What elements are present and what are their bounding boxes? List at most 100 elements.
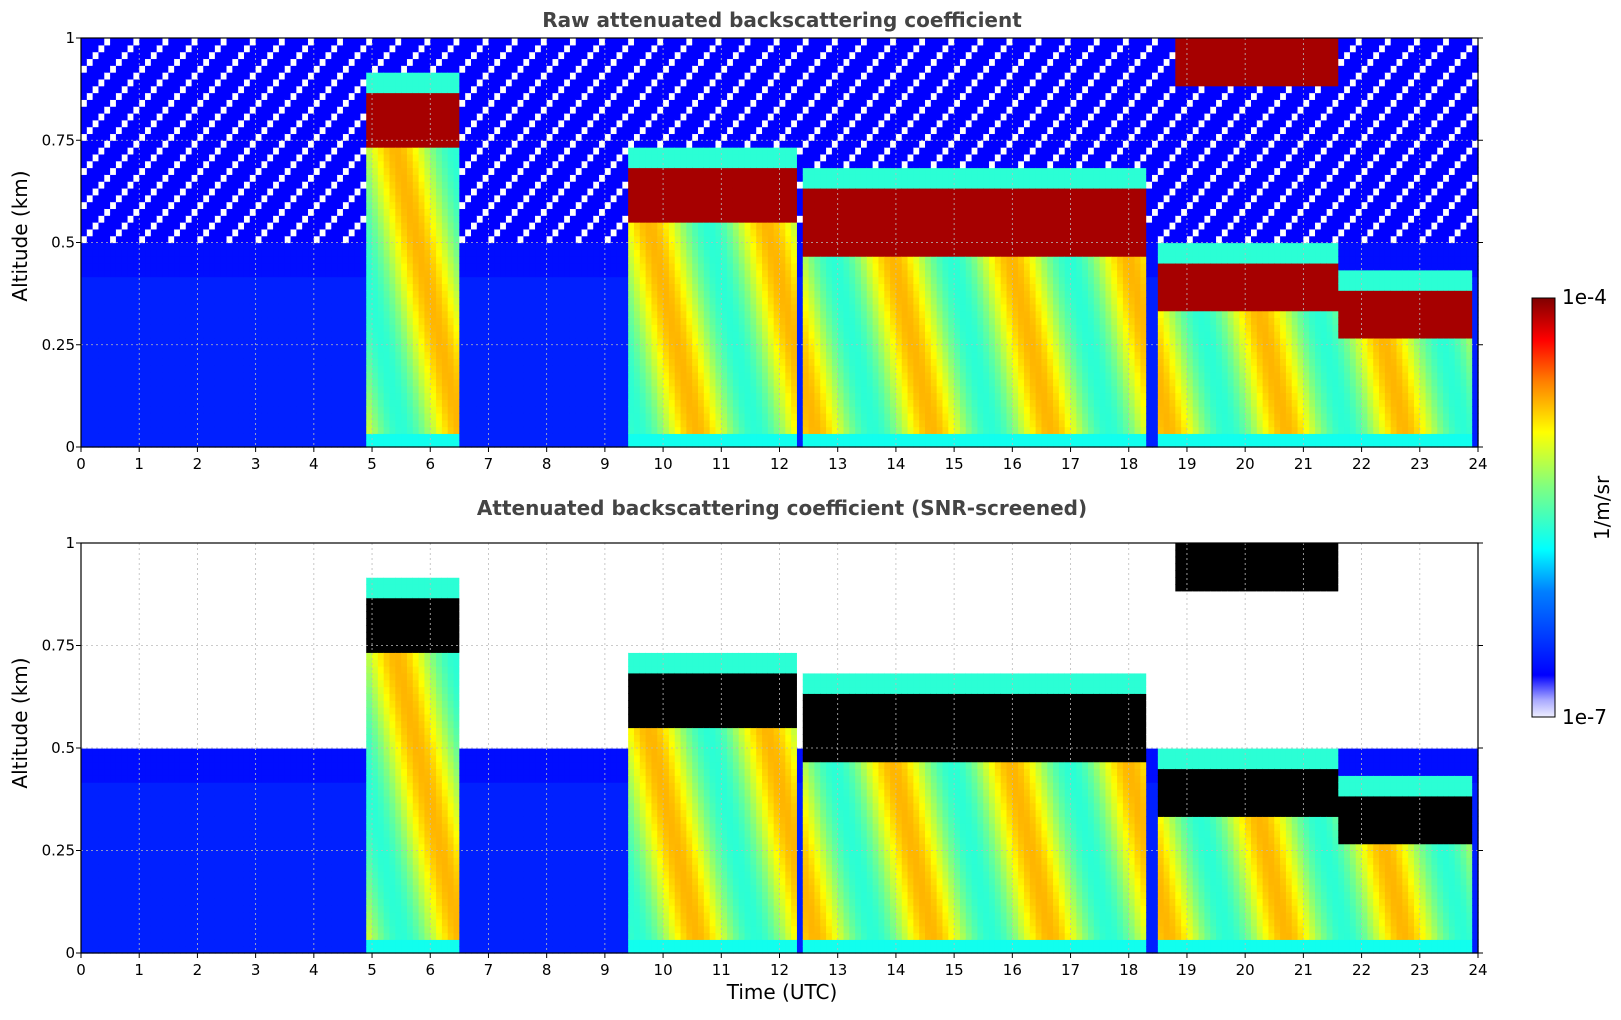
heatmap-cell bbox=[442, 433, 448, 440]
heatmap-cell bbox=[81, 352, 87, 359]
heatmap-cell bbox=[337, 297, 343, 304]
heatmap-cell bbox=[244, 372, 250, 379]
heatmap-cell bbox=[494, 331, 500, 338]
heatmap-cell bbox=[442, 147, 448, 154]
heatmap-cell bbox=[390, 140, 396, 147]
heatmap-cell bbox=[325, 38, 331, 45]
heatmap-cell bbox=[454, 154, 460, 161]
heatmap-cell bbox=[355, 120, 361, 127]
heatmap-cell bbox=[506, 38, 512, 45]
heatmap-cell bbox=[122, 113, 128, 120]
heatmap-cell bbox=[506, 154, 512, 161]
heatmap-cell bbox=[174, 406, 180, 413]
heatmap-cell bbox=[197, 372, 203, 379]
heatmap-cell bbox=[93, 297, 99, 304]
heatmap-cell bbox=[512, 127, 518, 134]
heatmap-cell bbox=[407, 392, 413, 399]
heatmap-cell bbox=[139, 379, 145, 386]
heatmap-cell bbox=[471, 331, 477, 338]
heatmap-cell bbox=[506, 243, 512, 250]
heatmap-cell bbox=[227, 338, 233, 345]
heatmap-cell bbox=[355, 392, 361, 399]
heatmap-cell bbox=[488, 229, 494, 236]
heatmap-cell bbox=[215, 304, 221, 311]
heatmap-cell bbox=[98, 45, 104, 52]
heatmap-cell bbox=[488, 317, 494, 324]
heatmap-cell bbox=[331, 229, 337, 236]
heatmap-cell bbox=[320, 365, 326, 372]
heatmap-cell bbox=[151, 352, 157, 359]
heatmap-cell bbox=[454, 427, 460, 434]
heatmap-cell bbox=[459, 427, 465, 434]
heatmap-cell bbox=[244, 222, 250, 229]
heatmap-cell bbox=[436, 399, 442, 406]
heatmap-cell bbox=[157, 188, 163, 195]
heatmap-cell bbox=[349, 352, 355, 359]
heatmap-cell bbox=[267, 277, 273, 284]
heatmap-cell bbox=[459, 229, 465, 236]
heatmap-cell bbox=[500, 372, 506, 379]
heatmap-cell bbox=[232, 283, 238, 290]
heatmap-cell bbox=[430, 208, 436, 215]
heatmap-cell bbox=[459, 392, 465, 399]
heatmap-cell bbox=[378, 222, 384, 229]
heatmap-cell bbox=[261, 283, 267, 290]
heatmap-cell bbox=[471, 72, 477, 79]
heatmap-cell bbox=[355, 38, 361, 45]
heatmap-cell bbox=[454, 392, 460, 399]
heatmap-cell bbox=[81, 79, 87, 86]
heatmap-cell bbox=[378, 338, 384, 345]
heatmap-cell bbox=[378, 38, 384, 45]
heatmap-cell bbox=[227, 345, 233, 352]
heatmap-cell bbox=[494, 99, 500, 106]
heatmap-cell bbox=[448, 243, 454, 250]
heatmap-cell bbox=[506, 358, 512, 365]
heatmap-cell bbox=[227, 433, 233, 440]
heatmap-cell bbox=[215, 317, 221, 324]
heatmap-cell bbox=[430, 399, 436, 406]
heatmap-cell bbox=[343, 147, 349, 154]
heatmap-cell bbox=[93, 263, 99, 270]
heatmap-cell bbox=[459, 372, 465, 379]
heatmap-cell bbox=[390, 174, 396, 181]
heatmap-cell bbox=[232, 188, 238, 195]
heatmap-cell bbox=[174, 222, 180, 229]
heatmap-cell bbox=[238, 72, 244, 79]
heatmap-cell bbox=[529, 154, 535, 161]
heatmap-cell bbox=[291, 208, 297, 215]
heatmap-cell bbox=[529, 72, 535, 79]
heatmap-cell bbox=[145, 65, 151, 72]
heatmap-cell bbox=[378, 140, 384, 147]
heatmap-cell bbox=[98, 161, 104, 168]
heatmap-cell bbox=[279, 358, 285, 365]
heatmap-cell bbox=[419, 270, 425, 277]
heatmap-cell bbox=[401, 181, 407, 188]
heatmap-cell bbox=[221, 72, 227, 79]
heatmap-cell bbox=[395, 324, 401, 331]
heatmap-cell bbox=[500, 86, 506, 93]
heatmap-cell bbox=[128, 256, 134, 263]
heatmap-cell bbox=[448, 379, 454, 386]
heatmap-cell bbox=[390, 399, 396, 406]
heatmap-cell bbox=[506, 352, 512, 359]
heatmap-cell bbox=[273, 249, 279, 256]
heatmap-cell bbox=[157, 140, 163, 147]
heatmap-cell bbox=[465, 331, 471, 338]
heatmap-cell bbox=[395, 386, 401, 393]
heatmap-cell bbox=[256, 317, 262, 324]
heatmap-cell bbox=[372, 338, 378, 345]
heatmap-cell bbox=[192, 277, 198, 284]
heatmap-cell bbox=[547, 317, 553, 324]
heatmap-cell bbox=[145, 358, 151, 365]
heatmap-cell bbox=[81, 413, 87, 420]
heatmap-cell bbox=[395, 290, 401, 297]
heatmap-cell bbox=[459, 106, 465, 113]
heatmap-cell bbox=[291, 433, 297, 440]
heatmap-cell bbox=[285, 427, 291, 434]
heatmap-cell bbox=[221, 311, 227, 318]
heatmap-cell bbox=[535, 304, 541, 311]
heatmap-cell bbox=[424, 52, 430, 59]
heatmap-cell bbox=[523, 311, 529, 318]
heatmap-cell bbox=[261, 277, 267, 284]
heatmap-cell bbox=[227, 188, 233, 195]
